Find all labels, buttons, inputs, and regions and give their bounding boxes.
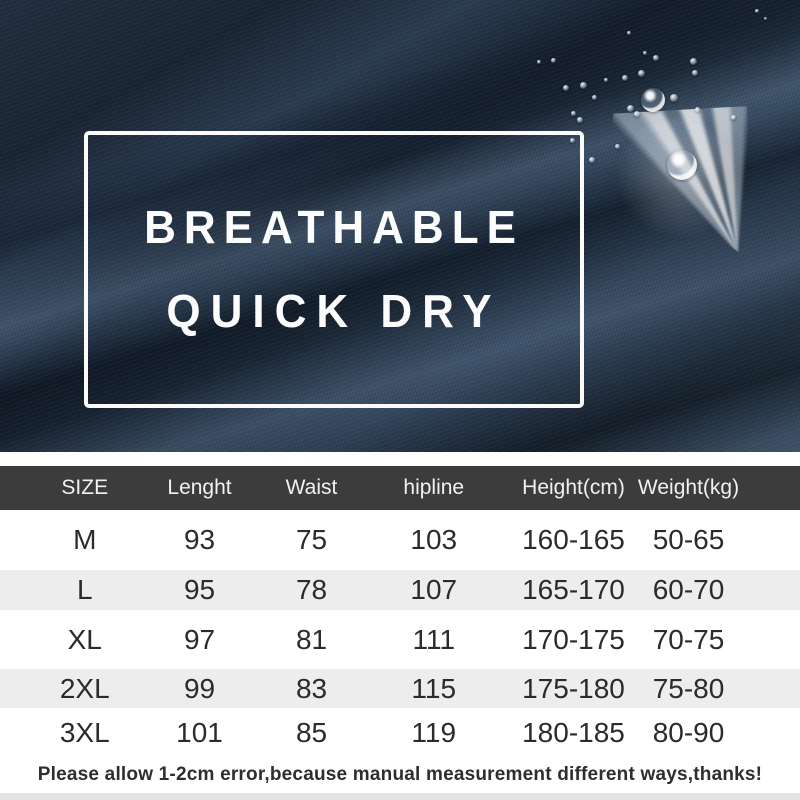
cell-length: 97 — [143, 610, 256, 669]
cell-hipline: 103 — [367, 510, 500, 570]
cell-waist: 75 — [255, 510, 368, 570]
cell-height: 165-170 — [499, 570, 632, 610]
water-droplet-icon — [695, 107, 700, 112]
cell-height: 160-165 — [499, 510, 632, 570]
cell-length: 99 — [143, 669, 256, 708]
table-row-2xl: 2XL 99 83 115 175-180 75-80 — [0, 669, 800, 708]
water-droplet-icon — [570, 138, 575, 143]
cell-waist: 78 — [255, 570, 368, 610]
cell-weight: 75-80 — [631, 669, 800, 708]
cell-hipline: 119 — [367, 708, 500, 758]
water-droplet-icon — [641, 88, 665, 112]
bottom-strip — [0, 793, 800, 800]
water-droplet-icon — [592, 95, 597, 100]
cell-length: 93 — [143, 510, 256, 570]
size-chart-header-row: SIZE Lenght Waist hipline Height(cm) Wei… — [0, 466, 800, 510]
cell-weight: 50-65 — [631, 510, 800, 570]
cell-size: M — [0, 510, 144, 570]
column-header-weight: Weight(kg) — [631, 466, 800, 510]
cell-weight: 80-90 — [631, 708, 800, 758]
water-droplet-icon — [580, 82, 587, 89]
water-droplet-icon — [692, 70, 698, 76]
water-droplet-icon — [690, 58, 697, 65]
feature-title-line1: BREATHABLE — [144, 201, 524, 253]
cell-hipline: 111 — [367, 610, 500, 669]
cell-hipline: 107 — [367, 570, 500, 610]
water-droplet-icon — [634, 111, 640, 117]
water-droplet-icon — [604, 78, 608, 82]
cell-weight: 70-75 — [631, 610, 800, 669]
water-droplet-icon — [571, 111, 576, 116]
water-droplet-icon — [643, 51, 647, 55]
water-droplet-icon — [615, 144, 620, 149]
cell-length: 101 — [143, 708, 256, 758]
water-droplet-icon — [653, 55, 659, 61]
table-row-l: L 95 78 107 165-170 60-70 — [0, 570, 800, 610]
water-droplet-icon — [627, 31, 631, 35]
water-droplet-icon — [622, 75, 628, 81]
column-header-size: SIZE — [0, 466, 144, 510]
cell-waist: 85 — [255, 708, 368, 758]
measurement-note: Please allow 1-2cm error,because manual … — [0, 758, 800, 793]
water-droplet-icon — [638, 70, 645, 77]
table-row-xl: XL 97 81 111 170-175 70-75 — [0, 610, 800, 669]
cell-waist: 83 — [255, 669, 368, 708]
cell-size: L — [0, 570, 144, 610]
size-chart: SIZE Lenght Waist hipline Height(cm) Wei… — [0, 466, 800, 800]
water-droplet-icon — [589, 157, 595, 163]
cell-size: XL — [0, 610, 144, 669]
water-droplet-icon — [537, 60, 541, 64]
cell-height: 170-175 — [499, 610, 632, 669]
fabric-photo: BREATHABLE QUICK DRY — [0, 0, 800, 452]
size-chart-table: SIZE Lenght Waist hipline Height(cm) Wei… — [0, 466, 800, 758]
table-row-m: M 93 75 103 160-165 50-65 — [0, 510, 800, 570]
water-droplet-icon — [731, 115, 736, 120]
cell-size: 3XL — [0, 708, 144, 758]
cell-length: 95 — [143, 570, 256, 610]
water-droplet-icon — [764, 17, 767, 20]
column-header-height: Height(cm) — [499, 466, 632, 510]
water-droplet-icon — [551, 58, 556, 63]
feature-banner: BREATHABLE QUICK DRY — [84, 131, 584, 408]
cell-size: 2XL — [0, 669, 144, 708]
water-droplet-icon — [577, 117, 583, 123]
cell-waist: 81 — [255, 610, 368, 669]
column-header-length: Lenght — [143, 466, 256, 510]
table-row-3xl: 3XL 101 85 119 180-185 80-90 — [0, 708, 800, 758]
water-droplet-icon — [627, 105, 634, 112]
cell-weight: 60-70 — [631, 570, 800, 610]
water-droplet-icon — [563, 85, 569, 91]
feature-title-line2: QUICK DRY — [166, 285, 502, 337]
water-droplet-icon — [667, 150, 697, 180]
water-droplet-icon — [755, 9, 759, 13]
column-header-hipline: hipline — [367, 466, 500, 510]
cell-height: 180-185 — [499, 708, 632, 758]
column-header-waist: Waist — [255, 466, 368, 510]
water-droplet-icon — [670, 94, 678, 102]
cell-height: 175-180 — [499, 669, 632, 708]
cell-hipline: 115 — [367, 669, 500, 708]
